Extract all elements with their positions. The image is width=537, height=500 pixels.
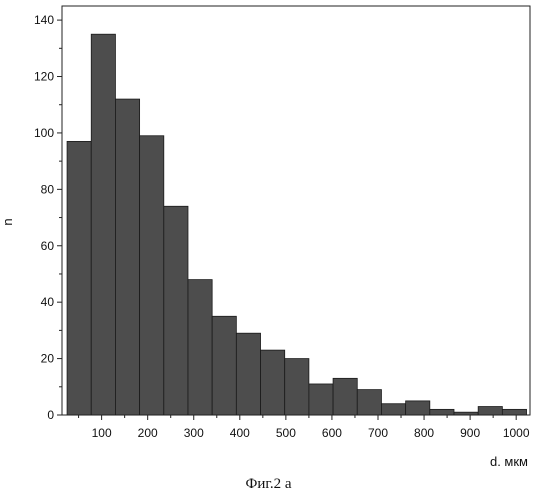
histogram-bar-7 [212, 316, 236, 415]
x-tick-label: 600 [322, 426, 342, 440]
y-axis-label: n [0, 218, 15, 225]
y-tick-label: 20 [41, 352, 55, 366]
histogram-bar-10 [285, 359, 309, 415]
histogram-bar-16 [430, 409, 454, 415]
bars-group [67, 34, 526, 415]
histogram-bar-15 [406, 401, 430, 415]
histogram-bar-6 [188, 280, 212, 415]
histogram-bar-9 [261, 350, 285, 415]
x-axis-label: d. мкм [490, 454, 528, 469]
x-tick-label: 100 [92, 426, 112, 440]
x-tick-label: 300 [184, 426, 204, 440]
x-tick-label: 700 [368, 426, 388, 440]
x-tick-label: 1000 [503, 426, 530, 440]
x-tick-label: 200 [138, 426, 158, 440]
histogram-bar-5 [164, 206, 188, 415]
histogram-bar-8 [236, 333, 260, 415]
histogram-bar-12 [333, 378, 357, 415]
x-tick-label: 900 [460, 426, 480, 440]
histogram-bar-2 [91, 34, 115, 415]
y-tick-label: 120 [34, 70, 54, 84]
histogram-bar-14 [381, 404, 405, 415]
y-tick-label: 80 [41, 182, 55, 196]
histogram-bar-1 [67, 141, 91, 415]
y-tick-label: 40 [41, 295, 55, 309]
histogram-bar-11 [309, 384, 333, 415]
y-tick-label: 60 [41, 239, 55, 253]
histogram-bar-17 [454, 412, 478, 415]
histogram-bar-19 [502, 409, 526, 415]
x-tick-label: 400 [230, 426, 250, 440]
x-tick-label: 800 [414, 426, 434, 440]
histogram-bar-4 [140, 136, 164, 415]
histogram-bar-13 [357, 390, 381, 415]
histogram-bar-3 [115, 99, 139, 415]
y-tick-label: 140 [34, 13, 54, 27]
x-tick-label: 500 [276, 426, 296, 440]
histogram-chart: 100 200 300 400 500 600 700 800 900 1000 0 20 40 60 80… [0, 0, 537, 476]
y-tick-label: 0 [47, 408, 54, 422]
histogram-bar-18 [478, 407, 502, 415]
y-tick-label: 100 [34, 126, 54, 140]
figure-caption: Фиг.2 а [0, 476, 537, 493]
